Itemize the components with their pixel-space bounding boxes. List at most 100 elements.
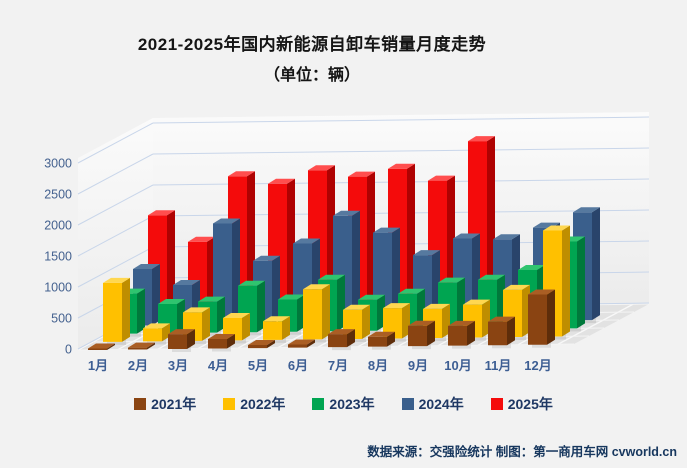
bar-front-face bbox=[448, 325, 467, 346]
bar-front-face bbox=[128, 347, 147, 350]
bar-side-face bbox=[547, 289, 555, 345]
bar-top-face bbox=[438, 277, 465, 283]
chart-title-unit: （单位：辆） bbox=[263, 67, 360, 84]
legend-label: 2024年 bbox=[418, 396, 464, 412]
bar-top-face bbox=[543, 225, 570, 231]
bar-2021年-9月 bbox=[408, 320, 435, 347]
floor-grid-line bbox=[557, 303, 634, 345]
bar-front-face bbox=[103, 282, 122, 342]
chart-legend: 2021年 2022年 2023年 2024年 2025年 bbox=[0, 394, 687, 414]
x-axis-label-11: 11月 bbox=[485, 358, 512, 373]
x-axis-label-1: 1月 bbox=[88, 358, 108, 373]
legend-item-2021年: 2021年 bbox=[134, 394, 196, 414]
bar-top-face bbox=[168, 329, 195, 335]
bar-side-face bbox=[427, 320, 435, 347]
bar-front-face bbox=[328, 334, 347, 348]
bar-top-face bbox=[398, 288, 425, 294]
legend-item-2025年: 2025年 bbox=[490, 394, 553, 414]
bar-top-face bbox=[158, 299, 185, 305]
gridline-left-wall bbox=[77, 246, 154, 288]
bar-2021年-1月 bbox=[88, 343, 115, 350]
bar-top-face bbox=[368, 331, 395, 337]
gridline-left-wall bbox=[77, 184, 154, 226]
bar-front-face bbox=[303, 289, 322, 340]
bar-2022年-5月 bbox=[263, 316, 290, 340]
x-axis-label-8: 8月 bbox=[368, 358, 388, 373]
bar-side-face bbox=[242, 313, 250, 341]
bar-side-face bbox=[202, 307, 210, 341]
bar-top-face bbox=[428, 175, 455, 181]
bar-2022年-1月 bbox=[103, 277, 130, 342]
x-axis-label-3: 3月 bbox=[168, 358, 188, 373]
bar-top-face bbox=[238, 280, 265, 286]
bar-side-face bbox=[387, 331, 395, 347]
gridline-back-wall bbox=[152, 116, 650, 124]
bar-top-face bbox=[348, 171, 375, 177]
bar-top-face bbox=[528, 289, 555, 295]
bar-side-face bbox=[307, 339, 315, 348]
legend-item-2024年: 2024年 bbox=[401, 394, 464, 414]
gridline-left-wall bbox=[77, 153, 154, 195]
bar-side-face bbox=[227, 333, 235, 349]
chart-title: 2021-2025年国内新能源自卸车销量月度走势 （单位：辆） bbox=[0, 30, 624, 85]
bar-top-face bbox=[493, 234, 520, 240]
legend-item-2023年: 2023年 bbox=[312, 394, 375, 414]
legend-label: 2021年 bbox=[151, 396, 197, 412]
bar-top-face bbox=[263, 316, 290, 322]
x-axis-label-12: 12月 bbox=[524, 358, 551, 373]
bar-top-face bbox=[408, 320, 435, 326]
bar-2022年-8月 bbox=[383, 303, 410, 339]
x-axis-label-10: 10月 bbox=[444, 358, 471, 373]
bar-front-face bbox=[248, 344, 267, 349]
bar-2022年-6月 bbox=[303, 284, 330, 340]
bar-side-face bbox=[507, 316, 515, 346]
bar-front-face bbox=[408, 325, 427, 347]
bar-side-face bbox=[147, 342, 155, 350]
y-axis-tick-label: 3000 bbox=[44, 157, 72, 171]
bar-top-face bbox=[103, 277, 130, 283]
bar-side-face bbox=[592, 207, 600, 321]
bar-top-face bbox=[208, 333, 235, 339]
x-axis-label-2: 2月 bbox=[128, 358, 148, 373]
x-axis-label-9: 9月 bbox=[408, 358, 428, 373]
bar-2021年-11月 bbox=[488, 316, 515, 346]
bar-2022年-12月 bbox=[543, 225, 570, 337]
bar-top-face bbox=[248, 339, 275, 345]
bar-top-face bbox=[488, 316, 515, 322]
legend-item-2022年: 2022年 bbox=[223, 394, 285, 414]
bar-top-face bbox=[148, 210, 175, 216]
bar-side-face bbox=[257, 280, 265, 333]
bar-top-face bbox=[373, 227, 400, 233]
bar-side-face bbox=[122, 277, 130, 342]
bar-top-face bbox=[328, 329, 355, 335]
bar-top-face bbox=[253, 255, 280, 261]
legend-swatch bbox=[312, 398, 325, 410]
bar-side-face bbox=[577, 236, 585, 329]
bar-top-face bbox=[88, 343, 115, 349]
gridline-left-wall bbox=[77, 215, 154, 257]
bar-2021年-8月 bbox=[368, 331, 395, 347]
bar-top-face bbox=[143, 323, 170, 329]
bar-2021年-3月 bbox=[168, 329, 195, 350]
bar-side-face bbox=[267, 339, 275, 349]
data-source-note: 数据来源：交强险统计 制图：第一商用车网 cvworld.cn bbox=[367, 445, 677, 459]
bar-top-face bbox=[503, 284, 530, 290]
3d-bar-chart-plot: 0 500 1000 1500 2000 2500 3000 1月 2月 3月 4月 5月 6月 7月 8月… bbox=[44, 112, 650, 373]
bar-side-face bbox=[322, 284, 330, 340]
bar-front-face bbox=[288, 344, 307, 348]
bar-top-face bbox=[303, 284, 330, 290]
bar-top-face bbox=[173, 279, 200, 285]
bar-top-face bbox=[278, 294, 305, 300]
bar-top-face bbox=[318, 274, 345, 280]
bar-side-face bbox=[347, 329, 355, 348]
bar-top-face bbox=[308, 165, 335, 171]
gridline-left-wall bbox=[77, 122, 154, 164]
bar-top-face bbox=[198, 296, 225, 302]
bar-side-face bbox=[362, 304, 370, 339]
bar-top-face bbox=[388, 163, 415, 169]
bar-2021年-7月 bbox=[328, 329, 355, 348]
bar-2021年-5月 bbox=[248, 339, 275, 349]
bar-2022年-7月 bbox=[343, 304, 370, 339]
bar-side-face bbox=[352, 210, 360, 324]
